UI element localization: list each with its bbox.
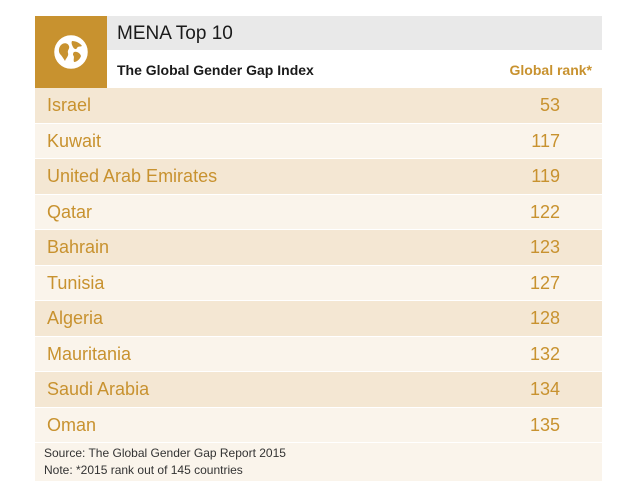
rank-value: 53 [539,95,560,115]
country-name: Bahrain [47,237,110,257]
table-row: United Arab Emirates 119 [35,159,602,195]
logo-box [35,16,107,88]
country-name: Oman [47,414,97,435]
table-row: Algeria 128 [35,301,602,337]
country-name: Qatar [47,201,93,222]
table-row: Oman 135 [35,407,602,443]
rank-column-header: Global rank* [509,62,592,78]
globe-icon [54,35,88,69]
rank-value: 123 [529,237,560,257]
table-row: Mauritania 132 [35,336,602,372]
table-row: Kuwait 117 [35,123,602,159]
country-name: Mauritania [47,343,132,364]
card-header: MENA Top 10 The Global Gender Gap Index … [35,16,602,88]
page-title: MENA Top 10 [117,23,233,44]
footnote: Note: *2015 rank out of 145 countries [44,463,243,477]
rank-value: 134 [529,379,560,399]
rank-value: 127 [529,272,560,293]
table-footer: Source: The Global Gender Gap Report 201… [35,443,602,481]
rank-value: 119 [531,166,560,186]
rank-value: 117 [531,130,560,151]
subtitle-bar: The Global Gender Gap Index Global rank* [107,53,602,88]
table-row: Bahrain 123 [35,230,602,266]
country-name: United Arab Emirates [47,166,218,186]
rank-value: 135 [529,414,560,435]
rank-value: 132 [529,343,560,364]
table-row: Israel 53 [35,88,602,124]
ranking-card: MENA Top 10 The Global Gender Gap Index … [35,16,602,481]
rank-value: 122 [529,201,560,222]
country-name: Saudi Arabia [47,379,150,399]
country-name: Algeria [47,308,104,328]
rank-value: 128 [529,308,560,328]
table-row: Saudi Arabia 134 [35,372,602,408]
title-bar: MENA Top 10 [107,16,602,50]
country-name: Tunisia [47,272,105,293]
source-note: Source: The Global Gender Gap Report 201… [44,446,286,460]
country-name: Kuwait [47,130,102,151]
table-row: Qatar 122 [35,194,602,230]
ranking-table: Israel 53 Kuwait 117 United Arab Emirate… [35,88,602,443]
table-row: Tunisia 127 [35,265,602,301]
table-subtitle: The Global Gender Gap Index [117,62,314,78]
country-name: Israel [47,95,92,115]
